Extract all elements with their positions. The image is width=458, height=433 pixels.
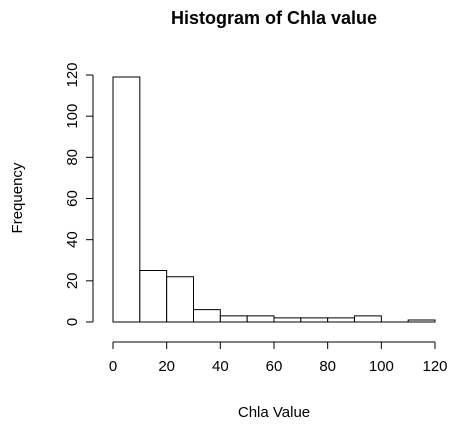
x-tick-label: 120 (422, 358, 447, 375)
y-tick-label: 80 (64, 149, 81, 166)
x-axis-label: Chla Value (238, 404, 310, 421)
x-tick-label: 80 (319, 358, 336, 375)
bar (300, 317, 329, 323)
bar (273, 317, 302, 323)
y-axis-label: Frequency (9, 162, 26, 233)
x-tick-label: 100 (369, 358, 394, 375)
y-tick-label: 40 (64, 231, 81, 248)
bar (193, 309, 221, 323)
bar (112, 76, 141, 323)
y-tick-label: 100 (64, 104, 81, 129)
x-tick-label: 0 (109, 358, 117, 375)
y-tick-label: 60 (64, 190, 81, 207)
y-tick-label: 0 (64, 318, 81, 326)
bar (327, 317, 355, 323)
bar (139, 270, 168, 323)
y-tick-label: 20 (64, 272, 81, 289)
bar (219, 315, 248, 323)
bar (166, 276, 194, 323)
bar (354, 315, 382, 323)
chart-title: Histogram of Chla value (171, 8, 377, 28)
y-tick-label: 120 (64, 62, 81, 87)
x-tick-label: 60 (266, 358, 283, 375)
bar (246, 315, 275, 323)
x-tick-label: 20 (158, 358, 175, 375)
bar (407, 319, 436, 323)
x-tick-label: 40 (212, 358, 229, 375)
